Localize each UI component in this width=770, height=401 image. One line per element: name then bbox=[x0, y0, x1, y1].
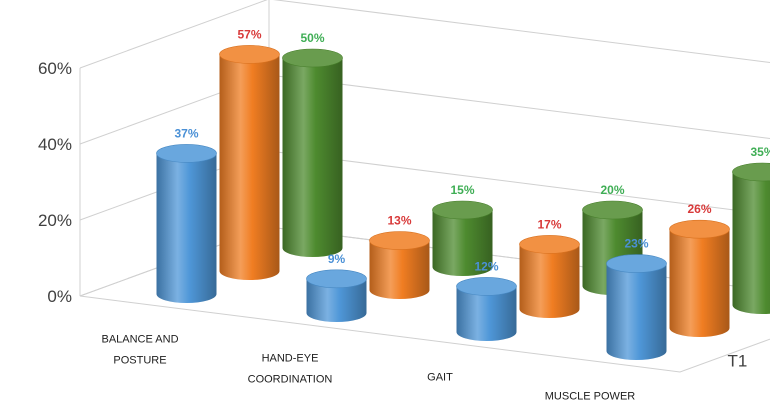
bar-t1-hand-eye-coordination: 9% bbox=[306, 252, 367, 322]
y-tick-label: 20% bbox=[38, 211, 72, 230]
bar-top bbox=[456, 277, 517, 296]
bar-body bbox=[219, 54, 280, 281]
bar-top bbox=[282, 48, 343, 68]
y-tick-label: 60% bbox=[38, 59, 72, 78]
data-label-t1-gait: 12% bbox=[474, 259, 498, 273]
bar-t1-muscle-power: 23% bbox=[606, 237, 667, 360]
bar-top bbox=[369, 231, 430, 250]
bar-t1-balance-and-posture: 37% bbox=[156, 126, 217, 303]
data-label-t1-balance-and-posture: 37% bbox=[174, 126, 198, 140]
bar-body bbox=[519, 244, 580, 318]
chart-bars: 50% 15% 20% 35% 57% 13% 17% 26% 37% 9% 12% 23% bbox=[156, 27, 770, 360]
bar-body bbox=[432, 210, 493, 276]
bar-top bbox=[432, 200, 493, 220]
bar-t2-hand-eye-coordination: 13% bbox=[369, 214, 430, 299]
x-tick-label-muscle-power: MUSCLE POWER bbox=[545, 391, 636, 401]
data-label-t3-balance-and-posture: 50% bbox=[300, 31, 324, 45]
y-tick-label: 0% bbox=[47, 287, 72, 306]
bar-top bbox=[156, 144, 217, 163]
x-tick-label-hand-eye-coordination: HAND-EYE COORDINATION bbox=[248, 353, 333, 386]
bar-t1-gait: 12% bbox=[456, 259, 517, 341]
data-label-t2-muscle-power: 26% bbox=[687, 202, 711, 216]
bar-body bbox=[156, 153, 217, 303]
series-axis-labels: T1T2T3 bbox=[728, 352, 748, 371]
bar-top bbox=[306, 269, 367, 289]
bar-t2-balance-and-posture: 57% bbox=[219, 27, 280, 281]
y-tick-label: 40% bbox=[38, 135, 72, 154]
x-tick-label-gait: GAIT bbox=[427, 372, 453, 384]
series-label-t1: T1 bbox=[728, 352, 748, 371]
data-label-t1-hand-eye-coordination: 9% bbox=[328, 252, 346, 266]
bar-body bbox=[282, 58, 343, 257]
bar-top bbox=[219, 45, 280, 64]
bar-top bbox=[582, 200, 643, 220]
data-label-t3-gait: 20% bbox=[600, 183, 624, 197]
bar-t3-hand-eye-coordination: 15% bbox=[432, 183, 493, 276]
data-label-t3-muscle-power: 35% bbox=[750, 145, 770, 159]
bar-t2-muscle-power: 26% bbox=[669, 202, 730, 338]
bar-body bbox=[369, 240, 430, 299]
bar-top bbox=[732, 162, 770, 182]
bar-top bbox=[606, 254, 667, 273]
data-label-t2-balance-and-posture: 57% bbox=[237, 27, 261, 41]
bar-top bbox=[519, 235, 580, 254]
x-axis-labels: BALANCE AND POSTURE HAND-EYE COORDINATION GA… bbox=[101, 334, 635, 401]
bar-body bbox=[732, 172, 770, 314]
bar-body bbox=[669, 229, 730, 338]
bar-t2-gait: 17% bbox=[519, 217, 580, 318]
bar-t3-muscle-power: 35% bbox=[732, 145, 770, 314]
data-label-t3-hand-eye-coordination: 15% bbox=[450, 183, 474, 197]
bar-top bbox=[669, 219, 730, 239]
bar-body bbox=[456, 286, 517, 341]
bar-t3-balance-and-posture: 50% bbox=[282, 31, 343, 257]
gridline bbox=[79, 0, 770, 69]
data-label-t1-muscle-power: 23% bbox=[624, 237, 648, 251]
data-label-t2-hand-eye-coordination: 13% bbox=[387, 214, 411, 228]
y-axis-ticks: 0% 20% 40% 60% bbox=[38, 59, 72, 306]
data-label-t2-gait: 17% bbox=[537, 217, 561, 231]
bar-body bbox=[606, 263, 667, 360]
bar-body bbox=[306, 278, 367, 322]
x-tick-label-balance-and-posture: BALANCE AND POSTURE bbox=[101, 334, 178, 367]
